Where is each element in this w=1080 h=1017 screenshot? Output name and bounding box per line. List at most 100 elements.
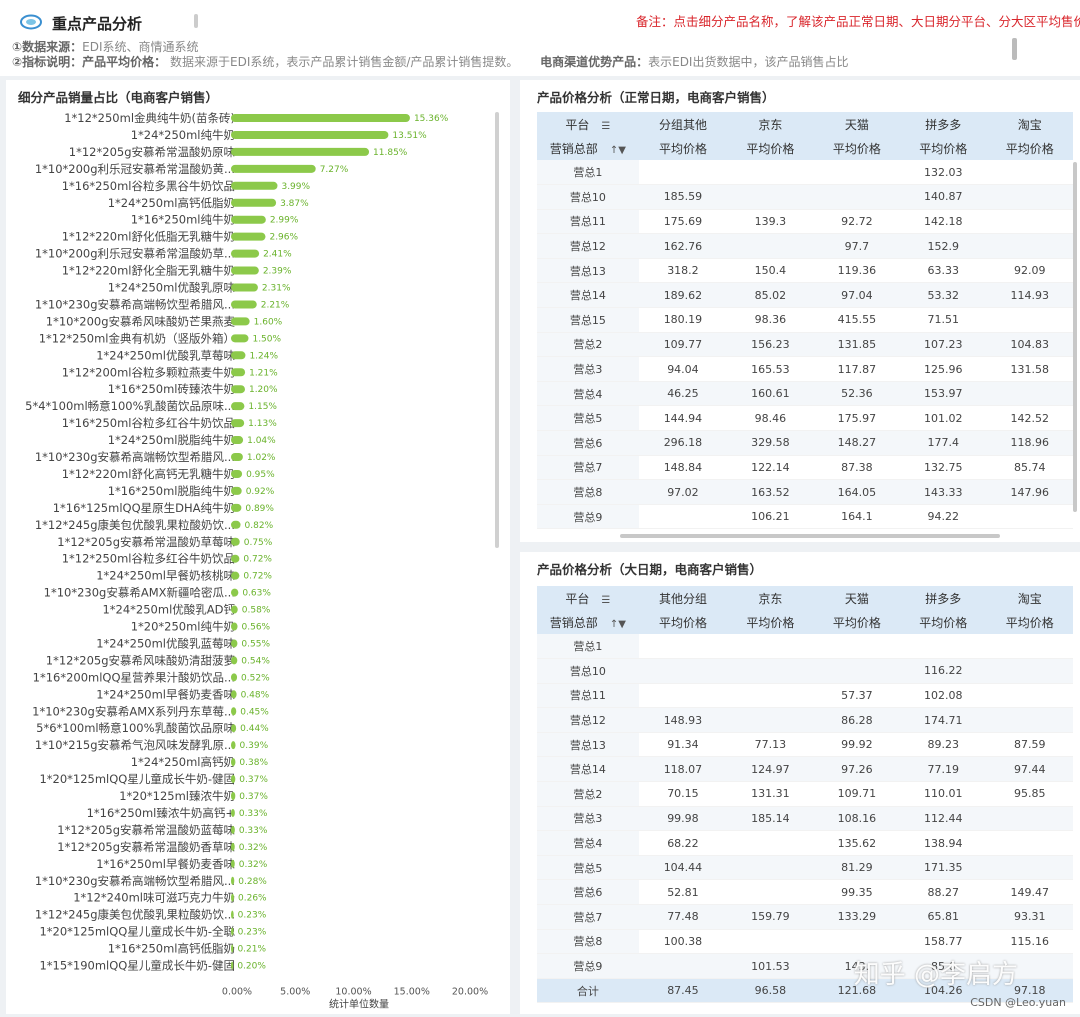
bar-category-label[interactable]: 1*12*200ml谷粒多颗粒燕麦牛奶	[62, 365, 235, 379]
table-row[interactable]: 营总9 106.21 164.1 94.22	[537, 504, 1073, 530]
bar-mark[interactable]	[231, 283, 258, 292]
bar-mark[interactable]	[231, 385, 245, 394]
bar-mark[interactable]	[231, 402, 245, 411]
sort-filter-icon[interactable]: ↑▼	[609, 144, 626, 156]
drag-handle[interactable]	[194, 14, 198, 28]
table-row[interactable]: 营总9 101.53 143. 85.6	[537, 953, 1073, 979]
bar-mark[interactable]	[231, 944, 234, 953]
table-row[interactable]: 营总15 180.19 98.36 415.55 71.51	[537, 307, 1073, 333]
bar-mark[interactable]	[231, 351, 246, 360]
bar-mark[interactable]	[231, 842, 235, 851]
table-row[interactable]: 营总2 109.77 156.23 131.85 107.23 104.83	[537, 332, 1073, 358]
platform-column-header[interactable]: 分组其他	[638, 112, 728, 136]
platform-column-header[interactable]: 淘宝	[986, 586, 1073, 610]
bar-category-label[interactable]: 1*16*250ml早餐奶麦香味	[96, 857, 235, 871]
bar-category-label[interactable]: 1*12*205g安慕希风味酸奶清甜菠萝	[46, 653, 235, 667]
bar-category-label[interactable]: 1*12*240ml味可滋巧克力牛奶	[73, 891, 235, 905]
bar-mark[interactable]	[231, 453, 243, 461]
table-row[interactable]: 营总7 77.48 159.79 133.29 65.81 93.31	[537, 904, 1073, 930]
bar-category-label[interactable]: 1*24*250ml优酸乳蓝莓味	[96, 636, 235, 650]
bar-category-label[interactable]: 1*12*205g安慕希常温酸奶香草味	[57, 840, 235, 854]
platform-column-header[interactable]: 天猫	[813, 112, 901, 136]
table-row[interactable]: 营总1	[537, 634, 1073, 660]
table-row[interactable]: 营总13 91.34 77.13 99.92 89.23 87.59	[537, 732, 1073, 758]
bar-mark[interactable]	[231, 639, 238, 648]
bar-category-label[interactable]: 1*16*250ml砖臻浓牛奶	[108, 382, 235, 396]
bar-mark[interactable]	[231, 605, 238, 614]
bar-mark[interactable]	[231, 486, 242, 495]
table-row[interactable]: 营总10 185.59 140.87	[537, 184, 1073, 210]
sort-filter-icon[interactable]: ↑▼	[609, 618, 626, 630]
platform-column-header[interactable]: 淘宝	[986, 112, 1073, 136]
table-row[interactable]: 营总3 99.98 185.14 108.16 112.44	[537, 806, 1073, 832]
platform-column-header[interactable]: 天猫	[813, 586, 901, 610]
bar-category-label[interactable]: 5*4*100ml畅意100%乳酸菌饮品原味...	[25, 399, 235, 413]
platform-column-header[interactable]: 其他分组	[638, 586, 728, 610]
bar-category-label[interactable]: 1*10*230g安慕希高端畅饮型希腊风...	[35, 450, 235, 464]
bar-mark[interactable]	[231, 181, 278, 190]
bar-category-label[interactable]: 1*24*250ml高钙奶	[131, 755, 235, 769]
bar-mark[interactable]	[231, 707, 237, 716]
platform-column-header[interactable]: 拼多多	[900, 112, 987, 136]
bar-category-label[interactable]: 1*12*205g安慕希常温酸奶原味	[69, 145, 236, 159]
platform-header[interactable]: 平台 ☰	[537, 112, 639, 136]
bar-mark[interactable]	[231, 656, 238, 665]
table-row[interactable]: 营总10 116.22	[537, 658, 1073, 684]
bar-category-label[interactable]: 1*12*205g安慕希常温酸奶草莓味	[57, 535, 235, 549]
bar-category-label[interactable]: 1*10*215g安慕希气泡风味发酵乳原...	[35, 738, 235, 752]
bar-category-label[interactable]: 1*16*125mlQQ星原生DHA纯牛奶	[53, 501, 235, 515]
bar-mark[interactable]	[231, 147, 370, 156]
bar-category-label[interactable]: 1*20*125mlQQ星儿童成长牛奶-健固	[39, 772, 235, 786]
bar-category-label[interactable]: 1*10*230g安慕希高端畅饮型希腊风...	[35, 297, 235, 311]
platform-column-header[interactable]: 京东	[727, 586, 814, 610]
bar-mark[interactable]	[231, 130, 389, 139]
bar-mark[interactable]	[231, 775, 236, 784]
bar-category-label[interactable]: 1*12*205g安慕希常温酸奶蓝莓味	[57, 823, 235, 837]
bar-category-label[interactable]: 1*10*200g安慕希风味酸奶芒果燕麦	[46, 314, 236, 328]
bar-mark[interactable]	[231, 436, 244, 445]
filter-icon[interactable]: ☰	[601, 594, 611, 606]
region-header[interactable]: 营销总部 ↑▼	[537, 610, 639, 634]
bar-mark[interactable]	[231, 825, 235, 834]
platform-column-header[interactable]: 拼多多	[900, 586, 987, 610]
bar-mark[interactable]	[231, 893, 235, 902]
bar-category-label[interactable]: 1*10*200g利乐冠安慕希常温酸奶黄...	[35, 162, 235, 176]
bar-category-label[interactable]: 1*24*250ml纯牛奶	[131, 128, 235, 142]
bar-mark[interactable]	[231, 317, 250, 326]
bar-mark[interactable]	[231, 164, 316, 173]
table-row[interactable]: 营总13 318.2 150.4 119.36 63.33 92.09	[537, 258, 1073, 284]
bar-category-label[interactable]: 1*12*220ml舒化高钙无乳糖牛奶	[62, 467, 235, 481]
bar-category-label[interactable]: 1*16*250ml臻浓牛奶高钙+	[87, 806, 235, 820]
bar-category-label[interactable]: 1*24*250ml早餐奶麦香味	[96, 687, 235, 701]
bar-mark[interactable]	[231, 198, 277, 207]
bar-category-label[interactable]: 1*10*230g安慕希AMX新疆哈密瓜...	[44, 586, 235, 600]
bar-mark[interactable]	[231, 622, 238, 631]
table-row[interactable]: 营总4 46.25 160.61 52.36 153.97	[537, 381, 1073, 407]
bar-category-label[interactable]: 1*16*250ml谷粒多黑谷牛奶饮品	[62, 179, 235, 193]
bar-category-label[interactable]: 1*12*245g康美包优酸乳果粒酸奶饮...	[35, 518, 235, 532]
bar-mark[interactable]	[231, 588, 239, 597]
bar-category-label[interactable]: 1*24*250ml优酸乳原味	[108, 281, 236, 295]
bar-mark[interactable]	[231, 758, 236, 767]
bar-category-label[interactable]: 1*24*250ml早餐奶核桃味	[96, 569, 235, 583]
platform-header[interactable]: 平台 ☰	[537, 586, 639, 610]
bar-mark[interactable]	[231, 808, 235, 817]
bar-category-label[interactable]: 1*16*250ml纯牛奶	[131, 213, 235, 227]
bar-mark[interactable]	[231, 114, 410, 122]
bar-category-label[interactable]: 1*12*220ml舒化低脂无乳糖牛奶	[62, 230, 235, 244]
bar-mark[interactable]	[231, 266, 259, 275]
bar-mark[interactable]	[231, 249, 260, 258]
bar-mark[interactable]	[231, 571, 240, 580]
bar-mark[interactable]	[231, 503, 242, 512]
table1-vscrollbar[interactable]	[1073, 162, 1077, 512]
bar-mark[interactable]	[231, 927, 234, 936]
bar-mark[interactable]	[231, 419, 245, 428]
region-header[interactable]: 营销总部 ↑▼	[537, 136, 639, 160]
bar-mark[interactable]	[231, 232, 266, 241]
table-row[interactable]: 营总14 189.62 85.02 97.04 53.32 114.93	[537, 282, 1073, 309]
bar-mark[interactable]	[231, 792, 236, 800]
table-row[interactable]: 营总5 144.94 98.46 175.97 101.02 142.52	[537, 405, 1073, 432]
bar-category-label[interactable]: 1*20*250ml纯牛奶	[131, 620, 235, 634]
bar-mark[interactable]	[231, 334, 249, 343]
bar-mark[interactable]	[231, 469, 243, 478]
